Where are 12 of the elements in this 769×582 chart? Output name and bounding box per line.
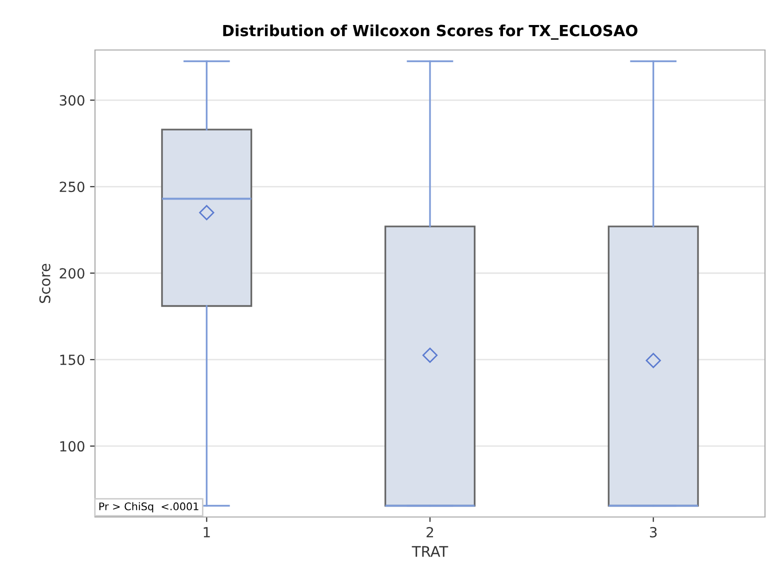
y-tick-label: 200 (60, 268, 84, 279)
x-axis-title: TRAT (412, 546, 448, 557)
y-axis-title: Score (39, 264, 50, 303)
y-tick-label: 150 (60, 354, 84, 366)
x-tick-label: 2 (426, 526, 434, 538)
x-tick-label: 1 (204, 527, 210, 538)
x-tick-label: 3 (650, 526, 657, 538)
y-tick-label: 300 (60, 95, 84, 106)
chart-title: Distribution of Wilcoxon Scores for TX_ECLOSAO (223, 24, 638, 40)
y-tick-label: 250 (60, 182, 84, 192)
annotation: Pr > ChiSq <.0001 (99, 502, 198, 512)
y-tick-label: 100 (60, 441, 84, 452)
